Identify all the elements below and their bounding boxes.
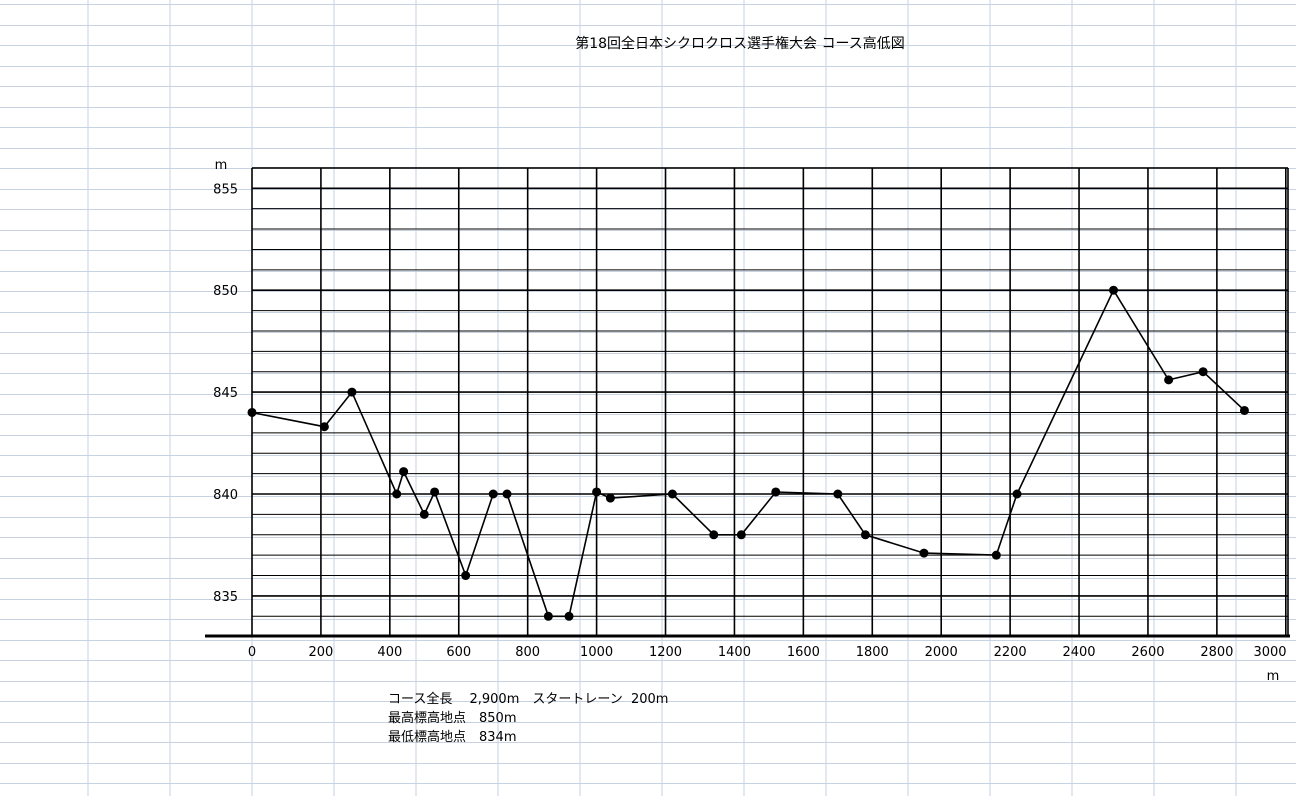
elevation-point [1012,489,1022,499]
elevation-point [1239,405,1249,415]
x-tick-label: 200 [309,645,334,660]
elevation-point [1164,375,1174,385]
x-tick-label: 1000 [580,645,613,660]
elevation-point [430,487,440,497]
y-tick-label: 855 [213,182,238,197]
x-tick-label: 1800 [856,645,889,660]
elevation-point [605,493,615,503]
x-tick-label: 3000 [1253,645,1286,660]
y-axis-unit-label: m [215,158,228,173]
elevation-point [667,489,677,499]
elevation-point [564,611,574,621]
y-tick-label: 850 [213,284,238,299]
y-axis-tick-labels: 835 840 845 850 855 [213,182,238,605]
elevation-point [1198,367,1208,377]
elevation-point [319,422,329,432]
x-tick-label: 1200 [649,645,682,660]
elevation-point [991,550,1001,560]
elevation-point [399,467,409,477]
elevation-point [392,489,402,499]
highest-point-note: 最高標高地点 850m [388,711,517,726]
elevation-point [709,530,719,540]
lowest-point-note: 最低標高地点 834m [388,730,517,745]
elevation-point [1109,285,1118,295]
elevation-series [247,285,1249,621]
x-tick-label: 600 [446,645,471,660]
x-tick-label: 2600 [1131,645,1164,660]
elevation-point [543,611,553,621]
elevation-point [461,571,471,581]
x-tick-label: 800 [515,645,540,660]
elevation-point [247,407,257,417]
x-tick-label: 2000 [925,645,958,660]
x-tick-label: 400 [377,645,402,660]
y-tick-label: 845 [213,386,238,401]
x-axis-tick-labels: 0 200 400 600 800 1000 1200 1400 1600 1800 2000 220… [248,645,1287,660]
elevation-point [419,509,429,519]
elevation-point [592,487,602,497]
course-length-note: コース全長 2,900m スタートレーン 200m [388,692,669,707]
x-tick-label: 0 [248,645,256,660]
course-notes: コース全長 2,900m スタートレーン 200m 最高標高地点 850m 最低… [388,690,668,747]
elevation-point [502,489,512,499]
x-axis-unit-label: m [1267,669,1280,684]
elevation-point [919,548,929,558]
elevation-point [833,489,843,499]
elevation-point [347,387,357,397]
x-tick-label: 1600 [787,645,820,660]
x-tick-label: 1400 [718,645,751,660]
elevation-point [488,489,498,499]
elevation-point [860,530,870,540]
elevation-point [736,530,746,540]
x-tick-label: 2400 [1062,645,1095,660]
y-tick-label: 835 [213,590,238,605]
plot-gridlines [251,167,1289,636]
chart-title: 第18回全日本シクロクロス選手権大会 コース高低図 [575,35,905,52]
elevation-point [771,487,781,497]
y-tick-label: 840 [213,488,238,503]
x-tick-label: 2200 [994,645,1027,660]
x-tick-label: 2800 [1200,645,1233,660]
